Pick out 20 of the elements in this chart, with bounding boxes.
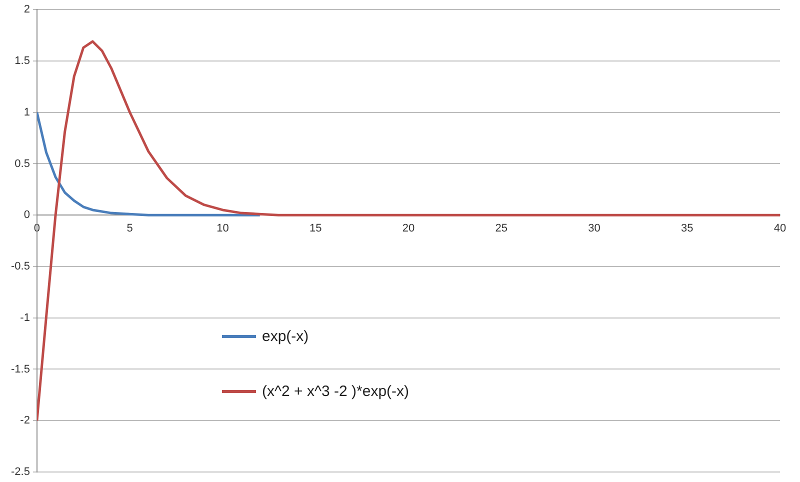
x-tick-label: 35	[680, 222, 694, 235]
x-tick-label: 25	[495, 222, 508, 235]
x-tick-label: 15	[309, 222, 322, 235]
y-tick-label: 1.5	[14, 55, 30, 68]
y-tick-label: -2.5	[10, 466, 30, 478]
y-tick-label: -0.5	[10, 260, 30, 273]
y-tick-label: 0.5	[14, 158, 30, 170]
legend-label: exp(-x)	[262, 328, 309, 345]
y-tick-label: -2	[20, 414, 30, 427]
legend-label: (x^2 + x^3 -2 )*exp(-x)	[262, 383, 410, 400]
y-tick-label: -1.5	[10, 363, 30, 376]
y-tick-label: -1	[20, 312, 30, 324]
y-tick-label: 2	[24, 4, 30, 16]
y-tick-label: 0	[24, 209, 30, 222]
x-tick-label: 20	[402, 222, 415, 235]
x-tick-label: 10	[216, 222, 229, 235]
x-tick-label: 30	[588, 222, 600, 235]
y-tick-label: 1	[24, 106, 30, 118]
x-tick-label: 40	[774, 222, 786, 235]
x-tick-label: 5	[126, 222, 133, 235]
